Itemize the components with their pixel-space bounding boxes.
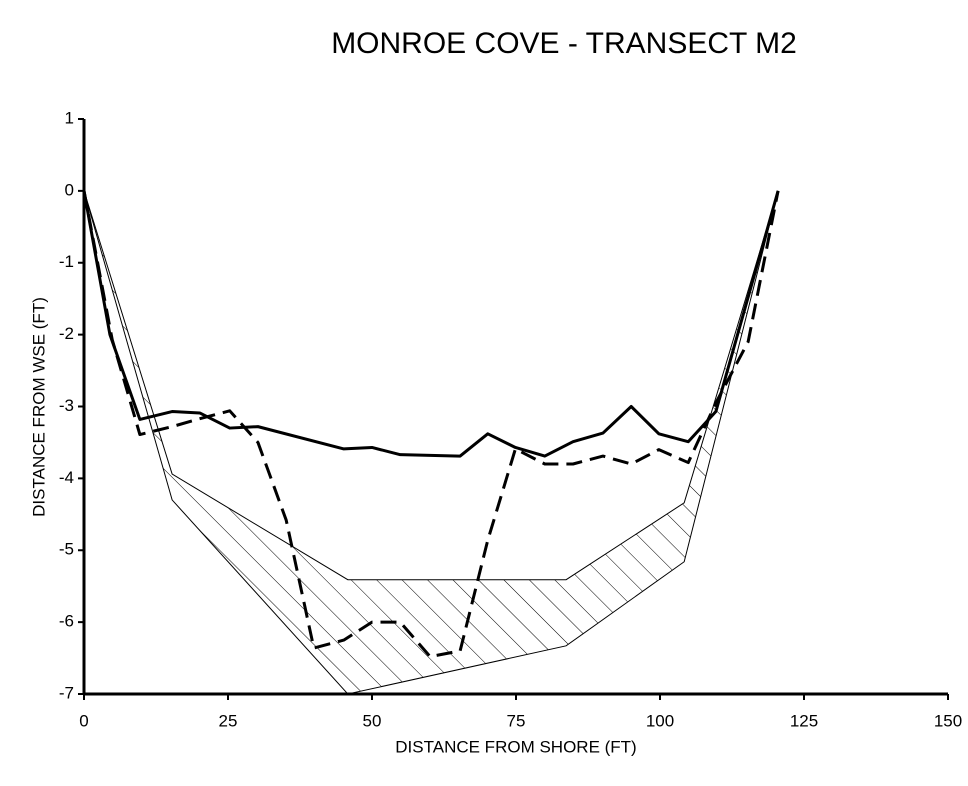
hatched-area [84, 190, 779, 694]
x-tick-label: 50 [363, 711, 382, 730]
y-tick-label: -6 [59, 612, 74, 631]
y-tick-label: 0 [65, 180, 74, 199]
x-tick-label: 100 [646, 711, 674, 730]
y-axis-label: DISTANCE FROM WSE (FT) [29, 297, 48, 517]
x-tick-label: 25 [219, 711, 238, 730]
y-tick-label: -2 [59, 324, 74, 343]
x-axis-label: DISTANCE FROM SHORE (FT) [395, 737, 636, 756]
x-tick-label: 75 [507, 711, 526, 730]
band-lower [83, 190, 779, 695]
series-line [82, 190, 780, 659]
x-tick-label: 150 [934, 711, 962, 730]
series-line [82, 190, 780, 458]
band-upper [83, 190, 779, 581]
y-tick-label: -1 [59, 252, 74, 271]
chart-title: MONROE COVE - TRANSECT M2 [331, 27, 797, 60]
y-tick-label: -3 [59, 396, 74, 415]
x-tick-label: 125 [790, 711, 818, 730]
y-tick-label: 1 [65, 108, 74, 127]
y-tick-label: -7 [59, 683, 74, 702]
y-tick-label: -5 [59, 540, 74, 559]
x-tick-label: 0 [79, 711, 88, 730]
y-tick-label: -4 [59, 468, 74, 487]
